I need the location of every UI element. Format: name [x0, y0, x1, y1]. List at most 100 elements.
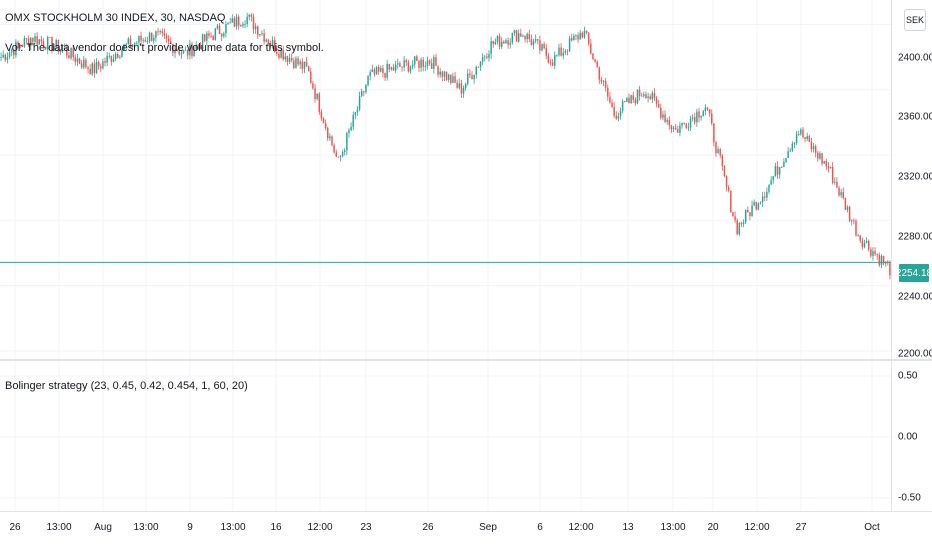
candle-body — [341, 151, 344, 157]
candle-body — [464, 83, 467, 89]
candle-body — [509, 42, 511, 45]
indicator-tick: 0.50 — [898, 370, 918, 382]
candle-body — [78, 58, 81, 64]
candle-body — [333, 145, 335, 153]
candle-body — [547, 55, 550, 63]
candle-body — [556, 55, 558, 56]
time-tick: 13:00 — [660, 522, 686, 533]
candle-body — [61, 48, 64, 50]
candle-body — [140, 35, 142, 41]
candle-body — [108, 55, 110, 57]
candle-body — [609, 96, 611, 103]
candle-body — [587, 32, 590, 44]
indicator-pane[interactable] — [0, 361, 891, 511]
candle-body — [810, 141, 813, 150]
candle-body — [244, 24, 246, 25]
candle-body — [793, 142, 796, 144]
candle-body — [863, 242, 866, 248]
candle-body — [503, 41, 505, 44]
candle-body — [163, 33, 166, 36]
candle-body — [632, 95, 634, 100]
candle-body — [305, 61, 308, 67]
candle-body — [428, 60, 431, 64]
candle-body — [155, 31, 157, 38]
candle-body — [450, 74, 452, 84]
candle-body — [689, 118, 692, 128]
candle-body — [469, 73, 471, 76]
candle-body — [365, 84, 367, 93]
candle-body — [371, 69, 374, 73]
candle-body — [441, 71, 444, 77]
last-price-label: 2254.18 — [896, 264, 932, 282]
candle-body — [467, 73, 469, 84]
candle-body — [36, 36, 38, 45]
candle-body — [420, 59, 422, 68]
candle-body — [80, 63, 83, 68]
candle-body — [537, 39, 539, 41]
pane-separator[interactable] — [0, 359, 932, 361]
time-axis[interactable]: 26 13:00 Aug 13:00 9 13:00 16 12:00 23 2… — [0, 511, 932, 550]
time-tick: 12:00 — [568, 522, 594, 533]
candle-body — [534, 39, 537, 42]
candle-body — [201, 34, 204, 50]
candle-body — [32, 38, 34, 42]
candle-body — [346, 132, 348, 151]
candle-body — [377, 67, 380, 72]
candle-body — [462, 88, 465, 94]
candle-body — [585, 30, 588, 33]
candle-body — [526, 33, 528, 40]
indicator-axis[interactable]: 0.50 0.00 -0.50 — [891, 361, 932, 511]
candle-body — [522, 35, 524, 37]
candle-body — [405, 60, 407, 63]
candle-body — [123, 44, 125, 50]
candle-body — [339, 156, 342, 158]
price-chart-pane[interactable] — [0, 0, 891, 359]
candle-body — [738, 223, 741, 235]
candle-body — [121, 49, 123, 57]
candle-body — [831, 166, 834, 183]
price-axis[interactable]: 2400.00 2360.00 2320.00 2280.00 2240.00 … — [891, 0, 932, 360]
candle-body — [231, 18, 234, 23]
candle-body — [74, 57, 77, 62]
currency-button[interactable]: SEK — [904, 9, 926, 31]
candle-body — [708, 109, 711, 114]
candle-body — [87, 67, 89, 69]
candle-body — [327, 127, 329, 139]
candle-body — [157, 31, 159, 33]
candle-body — [855, 220, 857, 236]
candle-body — [539, 40, 541, 51]
candle-body — [356, 109, 359, 113]
candle-body — [271, 40, 274, 46]
candle-body — [666, 119, 668, 122]
candle-body — [456, 82, 458, 88]
candle-body — [511, 32, 514, 43]
candle-body — [242, 24, 244, 27]
candle-body — [439, 71, 441, 75]
indicator-legend[interactable]: Bolinger strategy (23, 0.45, 0.42, 0.454… — [5, 380, 248, 392]
candle-body — [148, 32, 151, 42]
candle-body — [413, 56, 416, 65]
candle-body — [40, 39, 43, 42]
candle-body — [638, 89, 641, 97]
candle-body — [725, 175, 728, 188]
candle-body — [225, 24, 227, 34]
candle-body — [70, 47, 72, 59]
candle-body — [566, 50, 569, 52]
candle-body — [664, 114, 666, 122]
candle-body — [229, 22, 231, 24]
candle-body — [214, 28, 217, 40]
candle-body — [791, 143, 794, 151]
candle-body — [297, 58, 299, 65]
candle-body — [821, 153, 823, 164]
candle-body — [350, 126, 352, 131]
price-tick: 2280.00 — [898, 231, 932, 243]
candle-body — [382, 68, 384, 74]
candle-body — [560, 47, 562, 56]
candle-body — [823, 160, 825, 164]
candle-body — [72, 47, 74, 58]
candle-body — [704, 107, 707, 112]
candle-body — [426, 60, 429, 66]
candle-body — [575, 35, 577, 36]
candle-body — [846, 206, 849, 210]
candle-body — [437, 65, 439, 75]
